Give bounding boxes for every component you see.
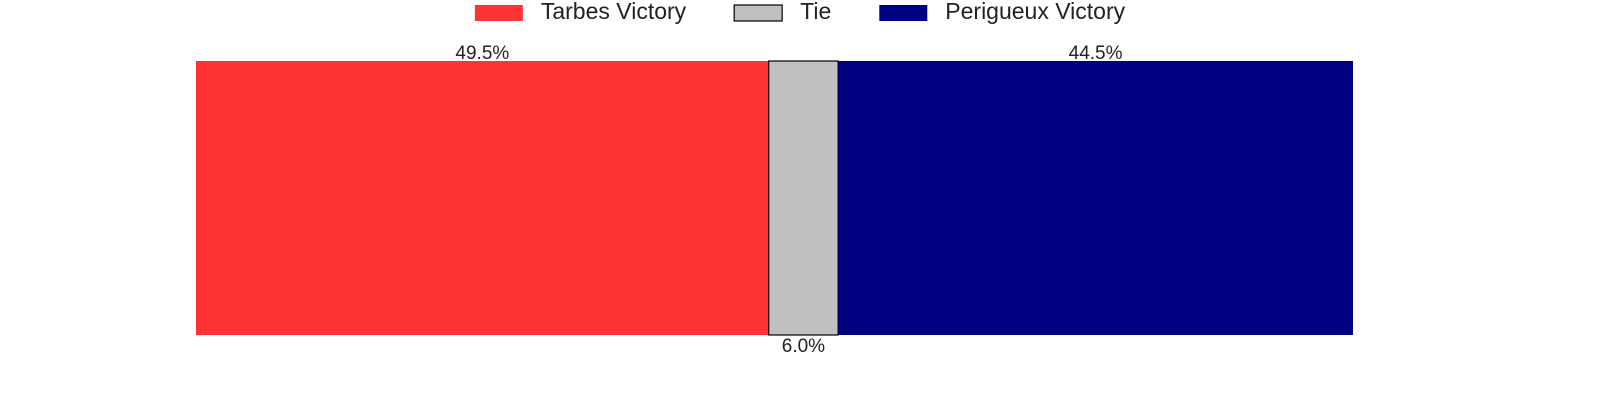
- legend-label: Tarbes Victory: [541, 0, 687, 24]
- legend-label: Perigueux Victory: [945, 0, 1125, 24]
- bar-segment: [768, 60, 839, 336]
- value-label: 44.5%: [1069, 43, 1123, 64]
- legend-label: Tie: [800, 0, 831, 24]
- plot-area: 49.5% 6.0% 44.5%: [196, 43, 1353, 357]
- legend-swatch: [733, 4, 783, 22]
- value-label: 6.0%: [782, 336, 825, 357]
- legend-swatch: [879, 5, 928, 21]
- legend-swatch: [474, 5, 523, 21]
- bar-segment: [838, 61, 1353, 335]
- value-label: 49.5%: [455, 43, 509, 64]
- bar-segment: [196, 61, 769, 335]
- legend: Tarbes Victory Tie Perigueux Victory: [474, 0, 1126, 24]
